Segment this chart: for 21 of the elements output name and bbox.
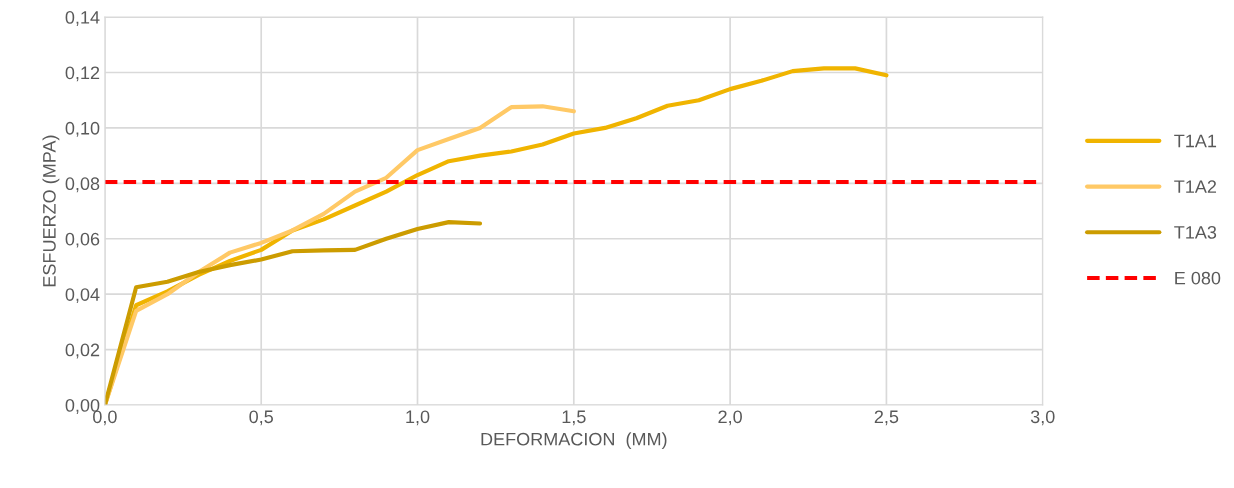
- legend-label: T1A3: [1174, 225, 1217, 239]
- legend-label: T1A1: [1174, 134, 1217, 148]
- legend-label: E 080: [1175, 271, 1221, 285]
- y-tick-label: 0,06: [65, 232, 100, 248]
- x-tick-label: 0,5: [249, 410, 273, 426]
- y-tick-label: 0,08: [65, 177, 100, 193]
- x-tick-label: 2,0: [718, 410, 742, 426]
- x-tick-label: 1,0: [406, 410, 430, 426]
- y-axis-title: ESFUERZO (MPA): [42, 135, 60, 287]
- y-tick-label: 0,04: [65, 288, 100, 304]
- y-tick-label: 0,12: [65, 66, 100, 82]
- legend-label: T1A2: [1174, 180, 1217, 193]
- line-series: [104, 220, 483, 406]
- x-axis-title: DEFORMACION (MM): [481, 432, 667, 450]
- line-series: [104, 104, 576, 406]
- y-tick-label: 0,02: [65, 343, 100, 359]
- x-tick-label: 1,5: [562, 410, 586, 426]
- y-tick-label: 0,14: [65, 11, 100, 26]
- x-tick-label: 2,5: [874, 410, 899, 426]
- y-tick-label: 0,10: [65, 121, 100, 137]
- x-tick-label: 3,0: [1030, 410, 1055, 426]
